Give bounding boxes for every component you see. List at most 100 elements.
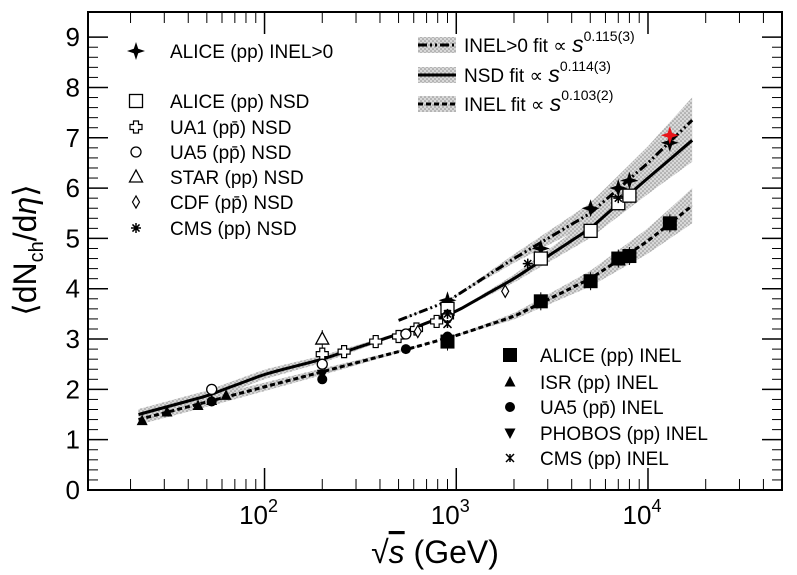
data-point xyxy=(206,396,217,407)
y-tick-label: 4 xyxy=(66,274,80,304)
legend-label: ALICE (pp) INEL xyxy=(540,346,682,367)
data-point xyxy=(400,344,411,355)
data-points xyxy=(136,126,679,426)
legend-marker xyxy=(505,402,515,412)
x-tick-exponent: 2 xyxy=(268,496,278,516)
data-point xyxy=(533,294,548,309)
x-tick-base: 10 xyxy=(431,500,460,530)
x-tick-label: 104 xyxy=(623,496,662,530)
data-point xyxy=(220,389,232,400)
y-tick-label: 0 xyxy=(66,475,80,505)
data-point xyxy=(400,328,412,340)
data-point xyxy=(583,274,598,289)
x-axis-label: √s (GeV) xyxy=(371,534,499,570)
fit-uncertainty-bands xyxy=(138,97,693,425)
data-point xyxy=(192,399,204,410)
y-tick-label: 1 xyxy=(66,425,80,455)
legend-fit-label: INEL>0 fit ∝ s0.115(3) xyxy=(464,28,635,57)
data-point xyxy=(337,345,351,359)
legend-label: UA1 (pp̄) NSD xyxy=(170,118,291,139)
data-point xyxy=(501,284,510,299)
y-axis-label: ⟨dNch/dη⟩ xyxy=(7,184,48,315)
plot-frame xyxy=(87,11,783,491)
legend-marker xyxy=(504,376,516,387)
legend: ALICE (pp) INEL>0 ALICE (pp) NSD UA1 (pp̄)… xyxy=(127,28,708,470)
legend-fit-exponent: 0.115(3) xyxy=(584,28,635,44)
legend-fit-label: INEL fit ∝ s0.103(2) xyxy=(464,87,613,116)
legend-label: UA5 (pp̄) INEL xyxy=(540,398,664,419)
data-point xyxy=(430,314,444,329)
fit-band xyxy=(138,188,693,425)
data-point xyxy=(620,171,639,190)
legend-fit-s: s xyxy=(548,61,560,87)
data-point xyxy=(622,249,637,264)
y-axis-label-sub: ch xyxy=(26,241,48,262)
y-tick-label: 8 xyxy=(66,72,80,102)
x-tick-exponent: 4 xyxy=(651,496,661,516)
legend-marker xyxy=(128,168,144,183)
legend-fit-name: NSD fit ∝ xyxy=(464,66,548,87)
data-point xyxy=(316,358,328,370)
y-tick-label: 3 xyxy=(66,324,80,354)
x-tick-exponent: 3 xyxy=(460,496,470,516)
legend-fit-label: NSD fit ∝ s0.114(3) xyxy=(464,58,611,87)
data-point xyxy=(314,330,330,345)
y-axis-label-open: ⟨dN xyxy=(7,262,43,315)
data-point xyxy=(611,251,626,266)
legend-fit-exponent: 0.103(2) xyxy=(561,87,613,103)
legend-label: CMS (pp) INEL xyxy=(540,449,669,470)
data-point xyxy=(438,291,457,310)
fit-band xyxy=(398,97,693,322)
x-tick-label: 103 xyxy=(431,496,470,530)
legend-fit-exponent: 0.114(3) xyxy=(560,58,611,74)
data-point xyxy=(581,199,600,218)
data-point xyxy=(609,179,628,198)
data-point xyxy=(660,126,679,145)
y-tick-label: 7 xyxy=(66,123,80,153)
y-tick-label: 5 xyxy=(66,223,80,253)
x-tick-base: 10 xyxy=(623,500,652,530)
data-point xyxy=(413,324,422,339)
legend-marker xyxy=(505,453,515,463)
legend-fit-s: s xyxy=(550,90,562,116)
legend-fit-name: INEL>0 fit ∝ xyxy=(464,36,572,57)
legend-label: ALICE (pp) NSD xyxy=(170,92,309,113)
y-tick-label: 6 xyxy=(66,173,80,203)
legend-label: PHOBOS (pp) INEL xyxy=(540,424,708,445)
x-axis-label-root: √ xyxy=(371,534,389,570)
y-axis-label-mid: /d xyxy=(7,215,43,242)
legend-label: ISR (pp) INEL xyxy=(540,373,658,394)
legend-marker xyxy=(504,428,516,439)
data-point xyxy=(136,414,148,426)
legend-marker xyxy=(129,120,143,134)
legend-label: UA5 (pp̄) NSD xyxy=(170,143,291,164)
legend-marker xyxy=(130,146,142,158)
data-point xyxy=(622,188,637,203)
x-tick-label: 102 xyxy=(239,496,278,530)
data-point xyxy=(442,319,453,329)
legend-marker xyxy=(127,42,145,60)
legend-marker xyxy=(503,348,517,362)
data-point xyxy=(533,251,548,266)
legend-label: ALICE (pp) INEL>0 xyxy=(170,42,333,63)
x-tick-base: 10 xyxy=(239,500,268,530)
data-point xyxy=(206,383,218,396)
x-axis-label-unit: (GeV) xyxy=(405,534,499,570)
data-point xyxy=(613,193,624,204)
legend-label: CMS (pp) NSD xyxy=(170,219,297,240)
legend-fit-s: s xyxy=(572,31,584,57)
legend-label: CDF (pp̄) NSD xyxy=(170,193,294,214)
data-point xyxy=(161,406,173,417)
y-tick-label: 2 xyxy=(66,374,80,404)
y-axis-label-close: ⟩ xyxy=(7,184,43,196)
legend-marker xyxy=(131,194,141,210)
data-point xyxy=(442,308,453,319)
legend-fit-name: INEL fit ∝ xyxy=(464,95,550,116)
legend-marker xyxy=(128,93,144,109)
data-point xyxy=(583,223,598,239)
y-axis-label-eta: η xyxy=(7,197,43,215)
data-point xyxy=(522,258,533,269)
data-point xyxy=(662,216,677,231)
x-axis-label-var: s xyxy=(389,534,405,570)
